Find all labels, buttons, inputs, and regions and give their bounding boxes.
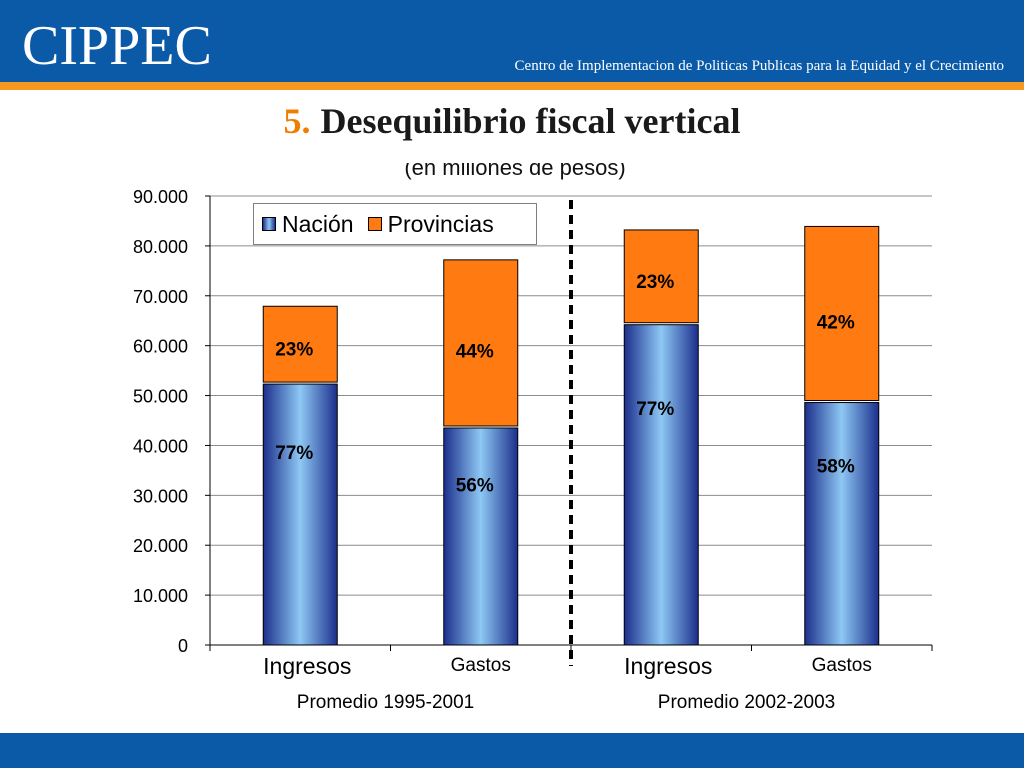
- cippec-logo: CIPPEC: [22, 15, 212, 77]
- y-tick-label: 0: [178, 636, 188, 656]
- data-label-provincias: 44%: [456, 342, 494, 363]
- legend-label-provincias: Provincias: [387, 210, 494, 237]
- header-accent-stripe: [0, 82, 1024, 90]
- legend-item-nacion: Nación: [262, 211, 354, 238]
- chart-legend: Nación Provincias: [253, 203, 537, 245]
- y-tick-label: 20.000: [133, 536, 188, 556]
- x-tick-label: Gastos: [451, 655, 511, 676]
- x-tick-label: Ingresos: [624, 653, 712, 679]
- data-label-nacion: 77%: [275, 443, 313, 464]
- slide-title-text: Desequilibrio fiscal vertical: [320, 101, 741, 141]
- y-tick-label: 30.000: [133, 486, 188, 506]
- legend-swatch-nacion: [262, 217, 276, 231]
- data-label-nacion: 56%: [456, 475, 494, 496]
- chart-subtitle: (en millones de pesos): [404, 163, 626, 180]
- y-tick-label: 10.000: [133, 586, 188, 606]
- data-label-provincias: 42%: [817, 313, 855, 334]
- legend-label-nacion: Nación: [282, 210, 354, 237]
- x-tick-label: Ingresos: [263, 653, 351, 679]
- footer-bar: [0, 733, 1024, 768]
- y-tick-label: 40.000: [133, 436, 188, 456]
- bar-nacion: [262, 383, 338, 646]
- bar-nacion: [623, 324, 699, 646]
- slide-number: 5.: [283, 101, 311, 141]
- y-tick-label: 80.000: [133, 237, 188, 257]
- data-label-provincias: 23%: [636, 272, 674, 293]
- group-label: Promedio 1995-2001: [297, 692, 474, 713]
- bar-provincias: [443, 259, 519, 427]
- y-tick-label: 60.000: [133, 337, 188, 357]
- data-label-provincias: 23%: [275, 339, 313, 360]
- legend-item-provincias: Provincias: [367, 210, 494, 238]
- bar-provincias: [262, 305, 338, 383]
- group-label: Promedio 2002-2003: [658, 692, 835, 713]
- data-label-nacion: 58%: [817, 457, 855, 478]
- y-tick-label: 90.000: [133, 187, 188, 207]
- slide-title: 5. Desequilibrio fiscal vertical: [0, 100, 1024, 142]
- legend-swatch-provincias: [367, 217, 382, 231]
- header-bar: [0, 0, 1024, 82]
- data-label-nacion: 77%: [636, 399, 674, 420]
- bar-provincias: [623, 229, 699, 324]
- x-tick-label: Gastos: [812, 655, 872, 676]
- bar-nacion: [804, 402, 880, 646]
- bar-provincias: [804, 225, 880, 402]
- y-tick-label: 70.000: [133, 287, 188, 307]
- bar-nacion: [443, 427, 519, 646]
- y-tick-label: 50.000: [133, 387, 188, 407]
- organization-name: Centro de Implementacion de Politicas Pu…: [514, 58, 1004, 74]
